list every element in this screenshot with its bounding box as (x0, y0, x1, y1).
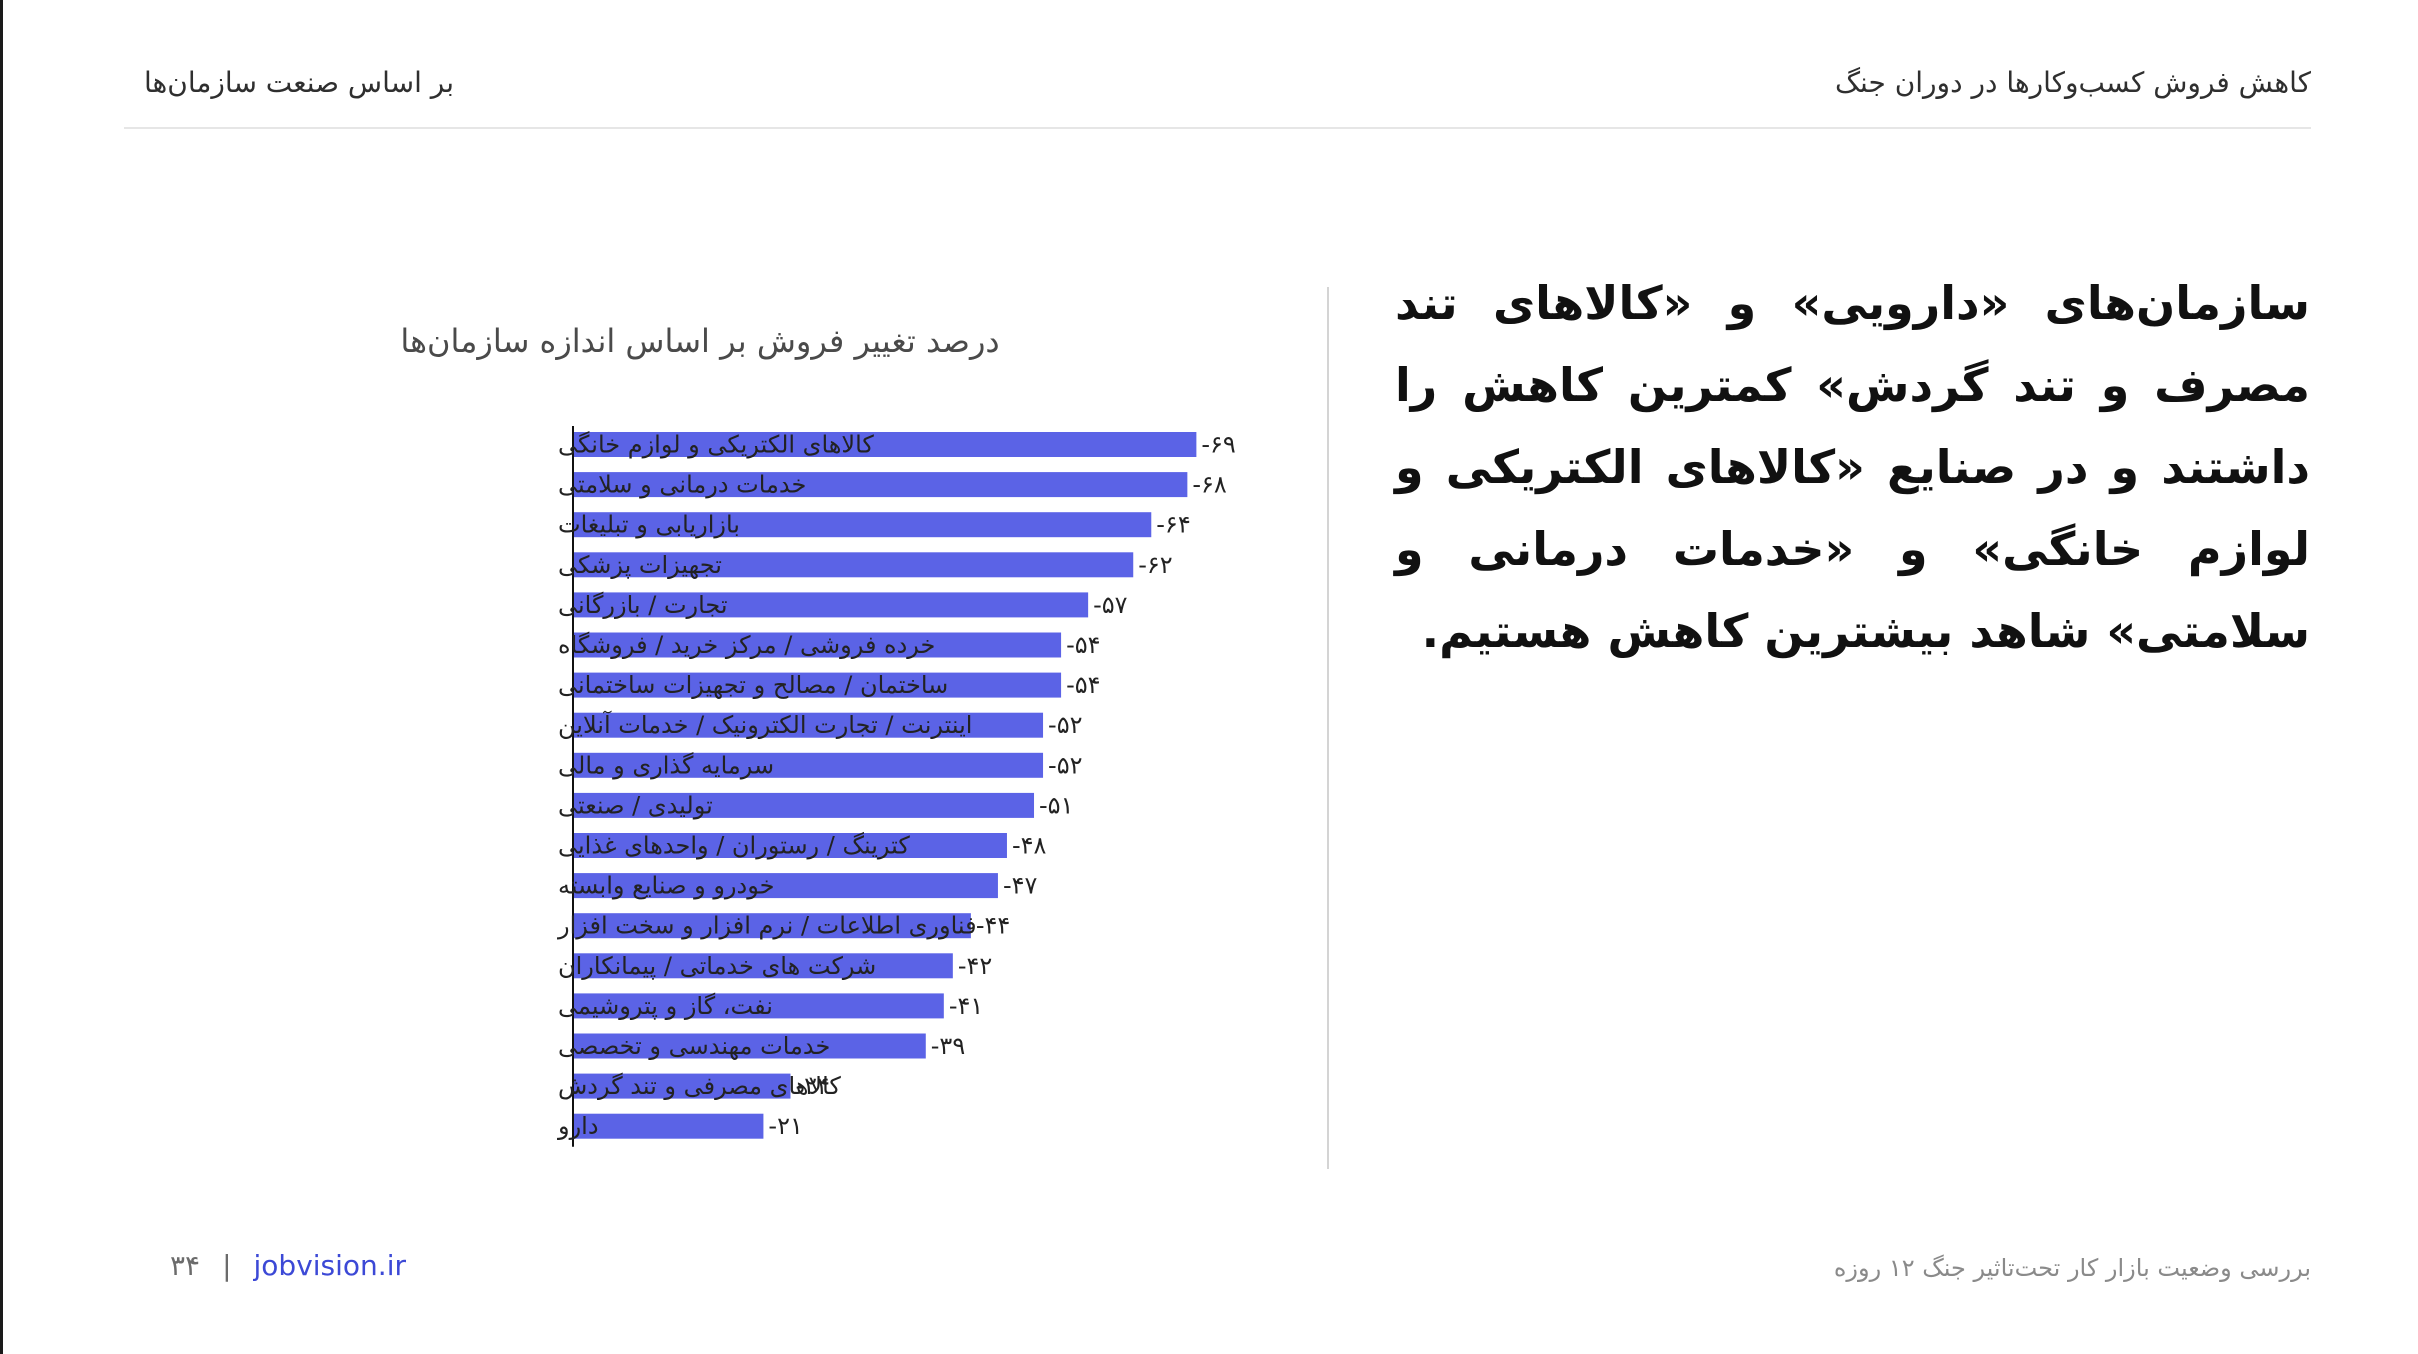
category-label: تولیدی / صنعتی (558, 791, 713, 819)
bar (574, 833, 1007, 858)
bar-value-label: -۵۲ (1048, 751, 1082, 779)
bar-value-label: -۶۴ (1156, 511, 1190, 539)
page-number: ۳۴ (170, 1249, 201, 1282)
bar (574, 993, 944, 1019)
bar-value-label: -۵۲ (1048, 711, 1082, 739)
category-label: اینترنت / تجارت الکترونیک / خدمات آنلاین (558, 710, 972, 739)
category-label: کالاهای الکتریکی و لوازم خانگی (558, 431, 874, 459)
bar-value-label: -۴۴ (976, 912, 1010, 940)
bar (574, 873, 998, 899)
bar-value-label: -۴۷ (1003, 872, 1038, 900)
bar (574, 953, 953, 979)
category-label: خدمات مهندسی و تخصصی (558, 1032, 830, 1060)
category-label: تجهیزات پزشکی (558, 551, 722, 579)
bar (574, 632, 1062, 658)
bar-value-label: -۶۲ (1138, 551, 1172, 579)
bar-value-label: -۴۱ (949, 992, 983, 1020)
bar (574, 552, 1134, 578)
footer-separator: | (222, 1249, 232, 1282)
bar (574, 913, 971, 939)
bar-value-label: -۵۴ (1066, 671, 1100, 699)
category-label: کالاهای مصرفی و تند گردش (558, 1072, 841, 1100)
category-label: کترینگ / رستوران / واحدهای غذایی (558, 832, 910, 860)
category-label: دارو (557, 1112, 599, 1140)
key-finding-text: سازمان‌های «دارویی» و «کالاهای تند مصرف … (1395, 276, 2310, 658)
bar-value-label: -۶۹ (1201, 431, 1235, 459)
category-label: فناوری اطلاعات / نرم افزار و سخت افزار (557, 912, 977, 940)
website-link[interactable]: jobvision.ir (253, 1249, 406, 1282)
footer-meta: ۳۴ | jobvision.ir (170, 1249, 406, 1282)
bar (574, 792, 1035, 818)
vertical-divider (1327, 287, 1329, 1169)
bar (574, 1033, 926, 1059)
bar-value-label: -۵۴ (1066, 631, 1100, 659)
category-label: خودرو و صنایع وابسته (558, 872, 774, 900)
bar (574, 432, 1197, 457)
bar-value-label: -۵۷ (1093, 591, 1128, 619)
bar (574, 1113, 764, 1139)
page-header-title: کاهش فروش کسب‌وکارها در دوران جنگ (1834, 66, 2311, 99)
category-label: شرکت های خدماتی / پیمانکاران (558, 952, 876, 980)
footer-report-title: بررسی وضعیت بازار کار تحت‌تاثیر جنگ ۱۲ ر… (1833, 1254, 2311, 1282)
bar (574, 1073, 791, 1099)
bar-value-label: -۳۹ (931, 1032, 965, 1060)
left-edge-rule (0, 0, 3, 1354)
category-label: ساختمان / مصالح و تجهیزات ساختمانی (558, 671, 948, 699)
category-label: خرده فروشی / مرکز خرید / فروشگاه (558, 631, 935, 659)
bar-value-label: -۵۱ (1039, 791, 1073, 819)
bar-value-label: -۴۸ (1012, 832, 1047, 860)
category-label: نفت، گاز و پتروشیمی (558, 992, 773, 1020)
bar-chart: -۶۹ کالاهای الکتریکی و لوازم خانگی -۶۸ خدما… (557, 426, 1236, 1147)
bar (574, 472, 1188, 498)
category-label: خدمات درمانی و سلامتی (558, 471, 806, 499)
bar (574, 672, 1062, 698)
category-label: سرمایه گذاری و مالی (558, 751, 774, 779)
bar (574, 592, 1089, 618)
bar (574, 712, 1044, 738)
bar-value-label: -۶۸ (1192, 471, 1227, 499)
bar (574, 512, 1152, 538)
header-divider (124, 127, 2311, 129)
bar-value-label: -۴۲ (958, 952, 992, 980)
page-header-subtitle: بر اساس صنعت سازمان‌ها (144, 66, 455, 99)
bar-value-label: -۲۴ (795, 1072, 829, 1100)
bar-value-label: -۲۱ (768, 1112, 802, 1140)
category-label: تجارت / بازرگانی (558, 591, 728, 619)
category-label: بازاریابی و تبلیغات (558, 511, 740, 539)
chart-title: درصد تغییر فروش بر اساس اندازه سازمان‌ها (400, 322, 1000, 360)
bar (574, 752, 1044, 778)
